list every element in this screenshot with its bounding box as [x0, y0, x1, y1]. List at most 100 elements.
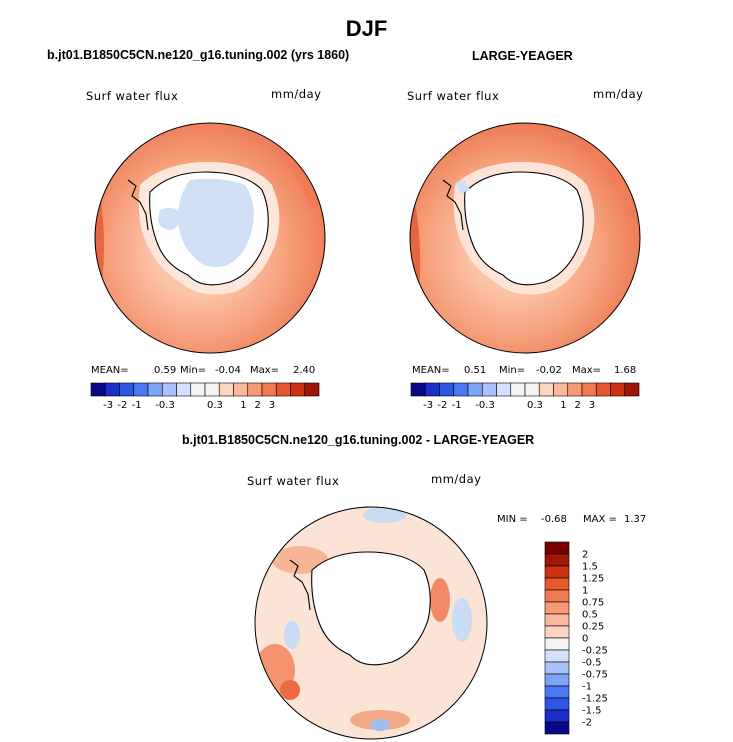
panel2-high-flux-band-west [410, 170, 421, 330]
panel2-colorbar-tick-label: -1 [452, 400, 462, 411]
panel3-antarctica-coast [311, 551, 431, 666]
panel2-colorbar-cell [481, 382, 497, 397]
panel2-min-value: -0.02 [536, 365, 562, 376]
panel3-colorbar-cell [544, 553, 570, 567]
panel3-colorbar-tick-label: -0.75 [582, 670, 608, 681]
panel1-min-label: Min= [180, 365, 207, 376]
panel3-colorbar-tick-label: 0.25 [582, 622, 604, 633]
panel2-field-label: Surf water flux [407, 89, 500, 103]
panel3-colorbar-cell [544, 709, 570, 723]
panel2-colorbar-cell [496, 382, 512, 397]
panel2-colorbar-cell [410, 382, 426, 397]
panel2-colorbar-cell [424, 382, 440, 397]
panel3-colorbar-tick-label: -1 [582, 682, 592, 693]
panel2-map-border [409, 122, 641, 354]
panel1-colorbar-cell [133, 382, 149, 397]
panel2-colorbar-tick-label: 0.3 [527, 400, 543, 411]
panel1-negative-flux-west [158, 207, 181, 230]
panel3-colorbar-cell [544, 565, 570, 579]
panel3-title: b.jt01.B1850C5CN.ne120_g16.tuning.002 - … [182, 433, 535, 447]
panel2-min-label: Min= [499, 365, 526, 376]
panel2-mean-label: MEAN= [412, 365, 450, 376]
panel2-max-value: 1.68 [614, 365, 637, 376]
panel2-mean-value: 0.51 [464, 365, 487, 376]
panel3-colorbar-tick-label: -0.5 [582, 658, 602, 669]
panel3-colorbar-tick-label: -1.5 [582, 706, 602, 717]
panel3-max-value: 1.37 [624, 514, 647, 525]
panel2-colorbar-cell [553, 382, 569, 397]
panel3-colorbar-tick-label: -1.25 [582, 694, 608, 705]
panel1-negative-flux-interior [178, 178, 254, 267]
panel3-colorbar-cell [544, 721, 570, 735]
panel1-colorbar-cell [190, 382, 206, 397]
panel2-max-label: Max= [572, 365, 602, 376]
panel2-colorbar-cell [567, 382, 583, 397]
panel3-map [254, 506, 488, 740]
panel2-colorbar-cell [524, 382, 540, 397]
panel3-colorbar-tick-label: 2 [582, 550, 588, 561]
panel3-colorbar-cell [544, 601, 570, 615]
panel3-colorbar-cell [544, 637, 570, 651]
panel2-colorbar-tick-label: 3 [589, 400, 595, 411]
panel1-colorbar-cell [104, 382, 120, 397]
panel3-colorbar-cell [544, 649, 570, 663]
panel1-colorbar-cell [218, 382, 234, 397]
panel2-antarctica-coast [464, 171, 584, 286]
panel3-colorbar-cell [544, 589, 570, 603]
panel1-max-value: 2.40 [293, 365, 316, 376]
panel3-colorbar-tick-label: 1.5 [582, 562, 598, 573]
panel3-colorbar: 21.51.2510.750.50.250-0.25-0.5-0.75-1-1.… [544, 541, 608, 735]
panel2-colorbar-tick-label: -0.3 [475, 400, 495, 411]
panel2-colorbar-cell [453, 382, 469, 397]
panel2-colorbar-cell [610, 382, 626, 397]
panel3-colorbar-tick-label: 0.5 [582, 610, 598, 621]
panel2-colorbar-cell [581, 382, 597, 397]
panel1-colorbar-tick-label: 2 [255, 400, 261, 411]
panel1-high-flux-band-west [95, 160, 104, 330]
panel1-colorbar-cell [304, 382, 320, 397]
panel1-colorbar-cell [147, 382, 163, 397]
panel1-colorbar-cell [161, 382, 177, 397]
panel3-colorbar-tick-label: -0.25 [582, 646, 608, 657]
panel1-min-value: -0.04 [215, 365, 241, 376]
panel2-colorbar-tick-label: 1 [560, 400, 566, 411]
panel3-positive-patch-east [430, 578, 450, 622]
panel1-colorbar-cell [176, 382, 192, 397]
panel1-max-label: Max= [250, 365, 280, 376]
panel1-colorbar-tick-label: -2 [117, 400, 127, 411]
panel2-colorbar-cell [467, 382, 483, 397]
panel2-colorbar-cell [538, 382, 554, 397]
panel2-colorbar-cell [595, 382, 611, 397]
panel2-peninsula-coast [442, 179, 464, 231]
panel2-colorbar-cell [510, 382, 526, 397]
panel1-colorbar-tick-label: -0.3 [155, 400, 175, 411]
panel1-mean-value: 0.59 [154, 365, 177, 376]
panel3-positive-core-sw [280, 680, 300, 700]
panel1-mean-label: MEAN= [91, 365, 129, 376]
panel3-map-border [254, 506, 488, 740]
panel2-colorbar-cell [624, 382, 640, 397]
panel2-colorbar-tick-label: 2 [575, 400, 581, 411]
panel3-colorbar-cell [544, 577, 570, 591]
panel1-title: b.jt01.B1850C5CN.ne120_g16.tuning.002 (y… [47, 48, 350, 62]
panel1-colorbar-tick-label: -3 [103, 400, 113, 411]
panel2-colorbar-tick-label: -2 [437, 400, 447, 411]
panel1-colorbar-cell [247, 382, 263, 397]
panel3-negative-patch-west [284, 621, 300, 649]
panel3-min-value: -0.68 [541, 514, 567, 525]
panel3-units: mm/day [431, 472, 482, 486]
panel3-min-label: MIN = [497, 514, 528, 525]
panel1-map [94, 122, 326, 354]
panel3-field-label: Surf water flux [247, 474, 340, 488]
panel1-colorbar: -3 -2 -1 -0.3 0.3 1 2 3 [90, 382, 320, 411]
panel2-colorbar-cell [439, 382, 455, 397]
panel1-colorbar-tick-label: 3 [269, 400, 275, 411]
panel3-colorbar-tick-label: 1 [582, 586, 588, 597]
panel1-units: mm/day [271, 87, 322, 101]
panel1-colorbar-cell [204, 382, 220, 397]
panel1-colorbar-cell [290, 382, 306, 397]
panel1-colorbar-cell [119, 382, 135, 397]
panel3-colorbar-tick-label: -2 [582, 718, 592, 729]
panel3-positive-patch-nw [272, 546, 328, 574]
